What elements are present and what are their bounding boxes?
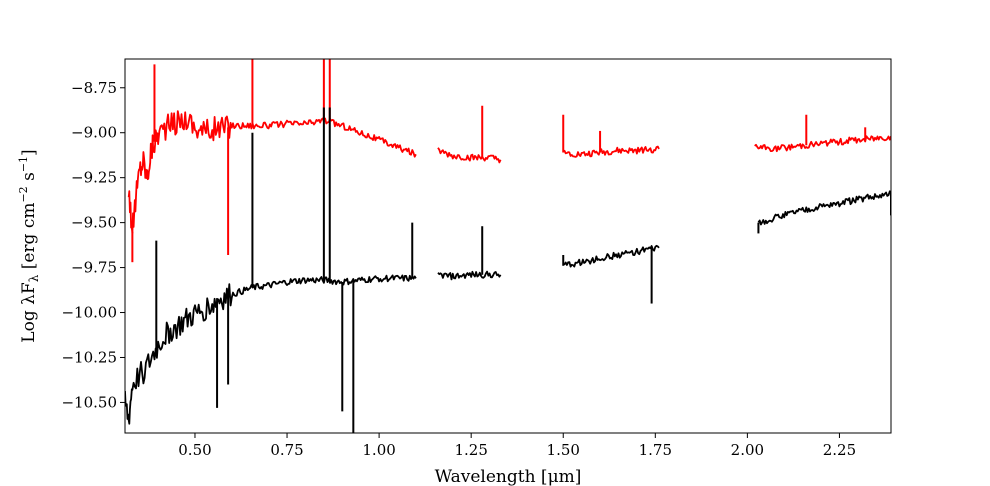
spectrum-segment xyxy=(562,145,660,158)
x-tick-label: 1.50 xyxy=(547,441,580,459)
plot-frame xyxy=(124,58,892,434)
y-tick-label: −9.00 xyxy=(71,124,117,142)
spectrum-segment xyxy=(754,135,891,153)
y-tick-label: −9.75 xyxy=(71,259,117,277)
y-axis: −8.75 −9.00 −9.25 −9.50 −9.75 −10.00 −10.25 −10… xyxy=(61,79,125,411)
spectrum-segment xyxy=(562,244,660,268)
y-tick-label: −9.50 xyxy=(71,214,117,232)
x-axis: 0.50 0.75 1.00 1.25 1.50 1.75 2.00 2.25 xyxy=(178,433,856,459)
spectrum-series-1 xyxy=(125,107,891,433)
y-axis-label: Log λFλ [erg cm−2 s−1] xyxy=(17,149,41,342)
x-tick-label: 2.00 xyxy=(731,441,764,459)
spectrum-segment xyxy=(757,190,891,226)
x-axis-label: Wavelength [μm] xyxy=(435,467,582,486)
spectrum-segment xyxy=(127,110,417,234)
y-tick-label: −10.50 xyxy=(61,393,117,411)
x-tick-label: 0.50 xyxy=(178,441,211,459)
x-tick-label: 1.25 xyxy=(454,441,487,459)
y-tick-label: −8.75 xyxy=(71,79,117,97)
plot-background xyxy=(125,59,891,433)
y-tick-label: −10.00 xyxy=(61,304,117,322)
spectrum-segment xyxy=(437,147,502,164)
spectrum-segment xyxy=(125,274,417,425)
x-tick-label: 1.00 xyxy=(362,441,395,459)
spectrum-series-0 xyxy=(127,59,891,263)
x-tick-label: 0.75 xyxy=(270,441,303,459)
spectrum-segment xyxy=(437,270,502,281)
series-layer xyxy=(125,59,891,433)
x-tick-label: 1.75 xyxy=(639,441,672,459)
y-tick-label: −9.25 xyxy=(71,169,117,187)
x-tick-label: 2.25 xyxy=(823,441,856,459)
y-tick-label: −10.25 xyxy=(61,348,117,366)
